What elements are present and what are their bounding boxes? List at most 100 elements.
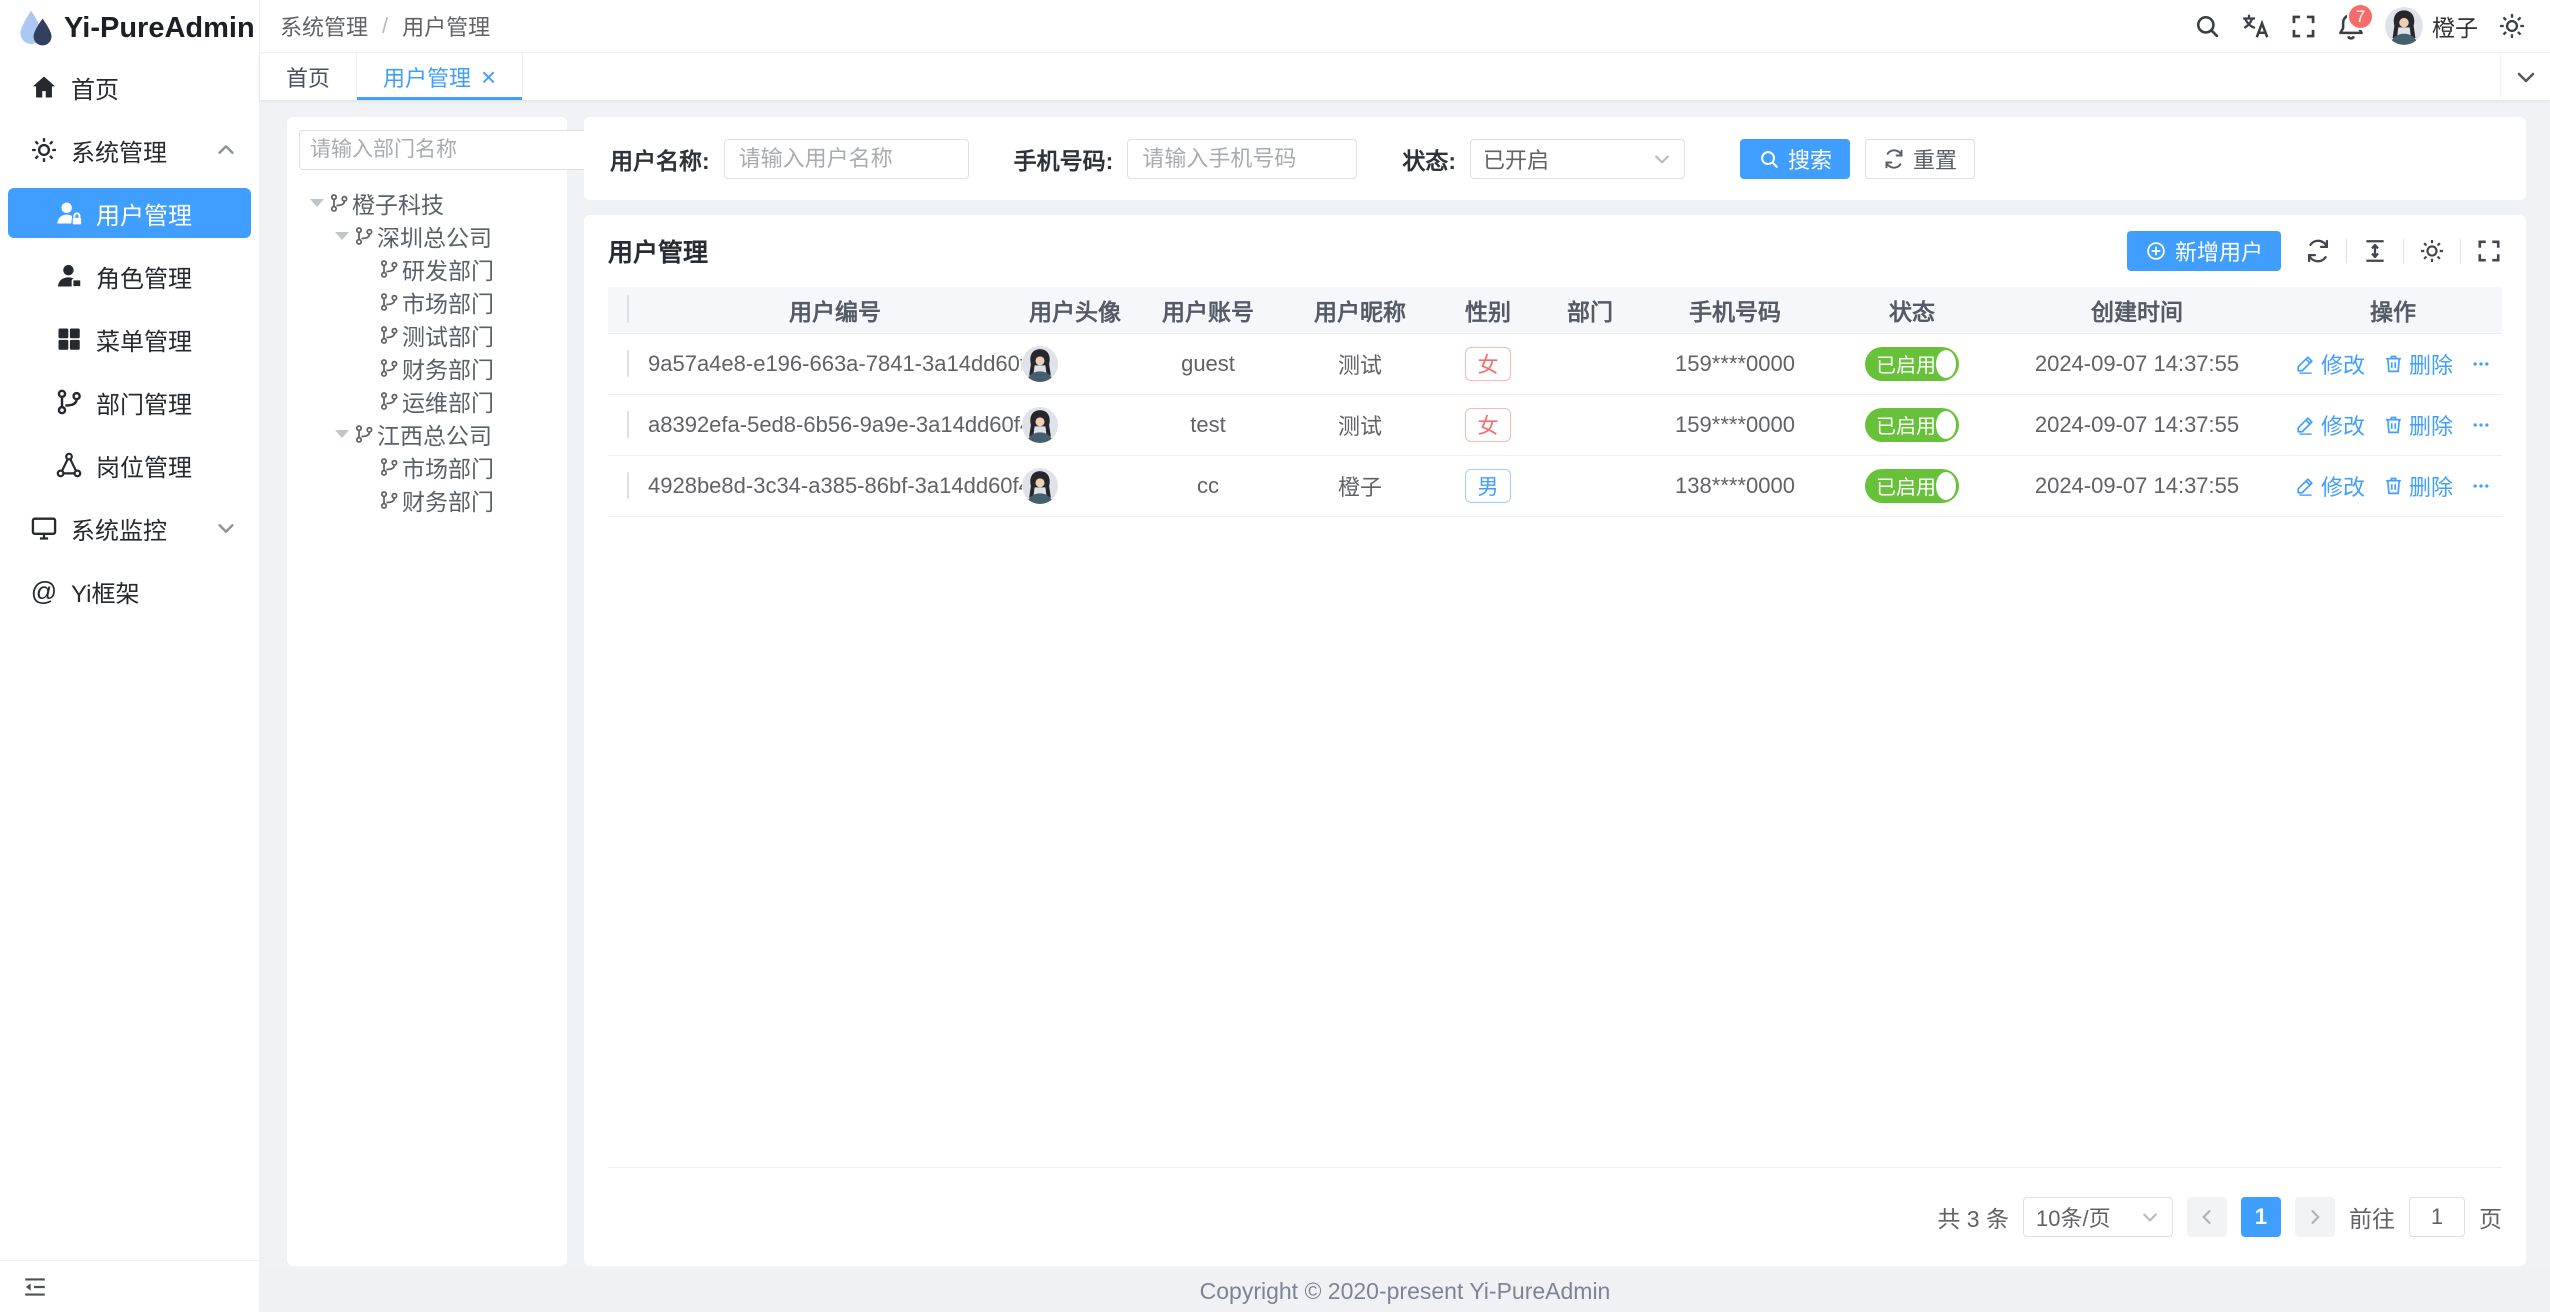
sidebar-item-label: 岗位管理 — [96, 454, 192, 482]
tab-actions-menu[interactable] — [2500, 53, 2550, 100]
branch-icon — [379, 358, 399, 378]
dept-search-input[interactable] — [310, 138, 581, 162]
select-all-checkbox[interactable] — [627, 295, 629, 324]
created-time-cell: 2024-09-07 14:37:55 — [1990, 455, 2284, 517]
delete-button[interactable]: 删除 — [2383, 470, 2453, 502]
fullscreen-button[interactable] — [2279, 2, 2327, 50]
caret-down-icon[interactable] — [330, 429, 354, 438]
sidebar-item-dept-management[interactable]: 部门管理 — [8, 377, 251, 427]
delete-button[interactable]: 删除 — [2383, 409, 2453, 441]
fullscreen-icon[interactable] — [2476, 238, 2502, 264]
row-actions: 修改 删除 — [2284, 409, 2502, 441]
status-toggle[interactable]: 已启用 — [1865, 468, 1959, 503]
edit-button[interactable]: 修改 — [2295, 348, 2365, 380]
user-menu[interactable]: 橙子 — [2375, 7, 2488, 45]
sidebar-item-role-management[interactable]: 角色管理 — [8, 251, 251, 301]
tree-node[interactable]: 橙子科技 — [299, 186, 555, 219]
row-checkbox[interactable] — [627, 349, 629, 377]
copyright-text: Copyright © 2020-present Yi-PureAdmin — [1199, 1277, 1611, 1304]
tree-node[interactable]: 运维部门 — [299, 384, 555, 417]
sidebar-item-system-management[interactable]: 系统管理 — [8, 125, 251, 175]
tab-label: 首页 — [286, 65, 331, 91]
search-icon — [1758, 148, 1780, 170]
branch-icon — [379, 490, 399, 510]
user-id-cell: 4928be8d-3c34-a385-86bf-3a14dd60f4c6 — [648, 455, 1022, 517]
more-actions-icon[interactable] — [2471, 476, 2491, 496]
chevron-right-icon — [2305, 1207, 2325, 1227]
breadcrumb-item[interactable]: 系统管理 — [280, 15, 369, 40]
tree-node[interactable]: 深圳总公司 — [299, 219, 555, 252]
tab-user-management[interactable]: 用户管理 × — [357, 53, 524, 100]
refresh-icon[interactable] — [2305, 238, 2331, 264]
settings-button[interactable] — [2488, 2, 2536, 50]
sidebar-item-label: 部门管理 — [96, 391, 192, 419]
row-checkbox[interactable] — [627, 471, 629, 499]
search-button[interactable]: 搜索 — [1740, 138, 1851, 179]
edit-button[interactable]: 修改 — [2295, 409, 2365, 441]
column-settings-icon[interactable] — [2419, 238, 2445, 264]
tree-node[interactable]: 市场部门 — [299, 285, 555, 318]
status-toggle[interactable]: 已启用 — [1865, 346, 1959, 381]
column-header: 创建时间 — [1990, 287, 2284, 334]
sidebar-menu: 首页 系统管理 用户管理 角色管理 菜单管理 部门管理 — [0, 56, 259, 1260]
sidebar-item-user-management[interactable]: 用户管理 — [8, 188, 251, 238]
notification-button[interactable]: 7 — [2327, 2, 2375, 50]
sidebar-item-post-management[interactable]: 岗位管理 — [8, 440, 251, 490]
app-logo[interactable]: Yi-PureAdmin — [0, 0, 259, 56]
user-name: 橙子 — [2432, 15, 2478, 41]
user-avatar — [1022, 468, 1128, 504]
goto-page-input[interactable] — [2409, 1197, 2465, 1237]
column-header: 操作 — [2284, 287, 2502, 334]
tree-node[interactable]: 财务部门 — [299, 483, 555, 516]
breadcrumb: 系统管理 / 用户管理 — [280, 10, 490, 42]
phone-cell: 138****0000 — [1636, 455, 1834, 517]
search-filter-bar: 用户名称: 手机号码: 状态: 已开启 搜索 重置 — [584, 117, 2526, 200]
language-switch-button[interactable] — [2231, 2, 2279, 50]
tree-node[interactable]: 财务部门 — [299, 351, 555, 384]
edit-button[interactable]: 修改 — [2295, 470, 2365, 502]
caret-down-icon[interactable] — [305, 198, 329, 207]
username-input[interactable] — [723, 138, 969, 179]
sidebar-item-system-monitor[interactable]: 系统监控 — [8, 503, 251, 553]
page-size-value: 10条/页 — [2036, 1206, 2111, 1231]
column-header: 状态 — [1834, 287, 1990, 334]
global-search-button[interactable] — [2183, 2, 2231, 50]
reset-button[interactable]: 重置 — [1865, 138, 1976, 179]
sidebar-item-yi-framework[interactable]: @ Yi框架 — [8, 566, 251, 616]
user-avatar — [1022, 407, 1128, 443]
sidebar-item-home[interactable]: 首页 — [8, 62, 251, 112]
phone-input[interactable] — [1127, 138, 1358, 179]
delete-button[interactable]: 删除 — [2383, 348, 2453, 380]
next-page-button[interactable] — [2295, 1197, 2335, 1237]
current-page-button[interactable]: 1 — [2241, 1197, 2281, 1237]
water-drop-logo-icon — [20, 10, 52, 46]
tree-node[interactable]: 江西总公司 — [299, 417, 555, 450]
page-size-select[interactable]: 10条/页 — [2023, 1197, 2173, 1237]
breadcrumb-item[interactable]: 用户管理 — [402, 15, 491, 40]
more-actions-icon[interactable] — [2471, 415, 2491, 435]
user-avatar — [1022, 346, 1128, 382]
more-actions-icon[interactable] — [2471, 354, 2491, 374]
table-row: a8392efa-5ed8-6b56-9a9e-3a14dd60f4c8 tes… — [608, 394, 2502, 456]
home-icon — [30, 73, 58, 101]
tab-home[interactable]: 首页 — [260, 53, 358, 100]
page-unit-label: 页 — [2479, 1206, 2502, 1232]
tree-node[interactable]: 研发部门 — [299, 252, 555, 285]
close-icon[interactable]: × — [481, 61, 497, 92]
status-toggle[interactable]: 已启用 — [1865, 407, 1959, 442]
pagination-total: 共 3 条 — [1937, 1206, 2009, 1232]
density-icon[interactable] — [2362, 238, 2388, 264]
caret-down-icon[interactable] — [330, 231, 354, 240]
user-lock-icon — [55, 199, 83, 227]
prev-page-button[interactable] — [2187, 1197, 2227, 1237]
tree-node[interactable]: 市场部门 — [299, 450, 555, 483]
tree-node[interactable]: 测试部门 — [299, 318, 555, 351]
collapse-sidebar-icon[interactable] — [22, 1274, 48, 1300]
monitor-icon — [30, 514, 58, 542]
status-select[interactable]: 已开启 — [1470, 138, 1686, 179]
trash-icon — [2383, 475, 2404, 496]
sidebar-item-menu-management[interactable]: 菜单管理 — [8, 314, 251, 364]
add-user-button[interactable]: 新增用户 — [2126, 231, 2281, 271]
row-checkbox[interactable] — [627, 410, 629, 438]
account-cell: test — [1128, 394, 1288, 456]
